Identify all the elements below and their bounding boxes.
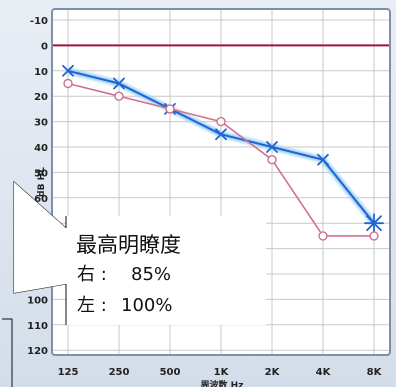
y-tick-label: 20 <box>34 92 48 103</box>
y-tick-label: 100 <box>27 295 48 306</box>
x-stroke <box>215 128 227 141</box>
y-tick-label: -10 <box>30 16 48 27</box>
right-ear-x-point <box>215 128 227 141</box>
y-tick-label: 50 <box>34 168 48 179</box>
x-stroke <box>62 64 74 77</box>
left-ear-o-point <box>63 78 73 89</box>
left-ear-o-point <box>165 104 175 114</box>
callout-title: 最高明瞭度 <box>76 233 181 257</box>
callout-left-label: 左 : <box>77 295 107 316</box>
y-tick-label: 0 <box>41 41 48 52</box>
left-ear-o-point <box>318 231 328 241</box>
callout-box <box>14 182 266 325</box>
y-tick-label: 10 <box>34 67 48 78</box>
y-axis-label: dB HL <box>37 167 47 197</box>
x-tick-label: 250 <box>109 367 130 378</box>
y-tick-label: 30 <box>34 118 48 129</box>
right-ear-x-point <box>62 64 74 77</box>
y-tick-label: 110 <box>27 321 48 332</box>
x-stroke <box>317 153 329 166</box>
left-ear-o-point <box>267 154 277 165</box>
left-ear-o-point <box>114 91 124 101</box>
y-tick-label: 60 <box>34 194 48 205</box>
x-tick-label: 2K <box>265 367 281 378</box>
callout-right-label: 右 : <box>77 264 107 285</box>
right-ear-asterisk-point <box>364 213 384 234</box>
x-tick-label: 8K <box>367 367 383 378</box>
secondary-callout-edge <box>2 318 13 387</box>
left-ear-o-point <box>369 231 379 241</box>
series-layer <box>62 64 384 241</box>
right-ear-x-point <box>266 141 278 153</box>
left-ear-o-point <box>216 116 226 127</box>
x-axis-label: 周波数 Hz <box>201 379 244 387</box>
x-stroke <box>113 77 125 90</box>
y-tick-label: 120 <box>27 346 48 357</box>
x-tick-label: 4K <box>316 367 332 378</box>
callout-right-value: 85% <box>131 264 171 285</box>
speech-discrimination-callout: 最高明瞭度 右 : 85% 左 : 100% <box>13 180 266 325</box>
callout-left-value: 100% <box>121 295 172 316</box>
y-tick-label: 40 <box>34 143 48 154</box>
x-tick-label: 125 <box>58 367 79 378</box>
right-ear-x-point <box>317 153 329 166</box>
x-stroke <box>266 141 278 153</box>
x-tick-label: 500 <box>160 367 181 378</box>
right-ear-x-point <box>113 77 125 90</box>
x-tick-label: 1K <box>214 367 230 378</box>
